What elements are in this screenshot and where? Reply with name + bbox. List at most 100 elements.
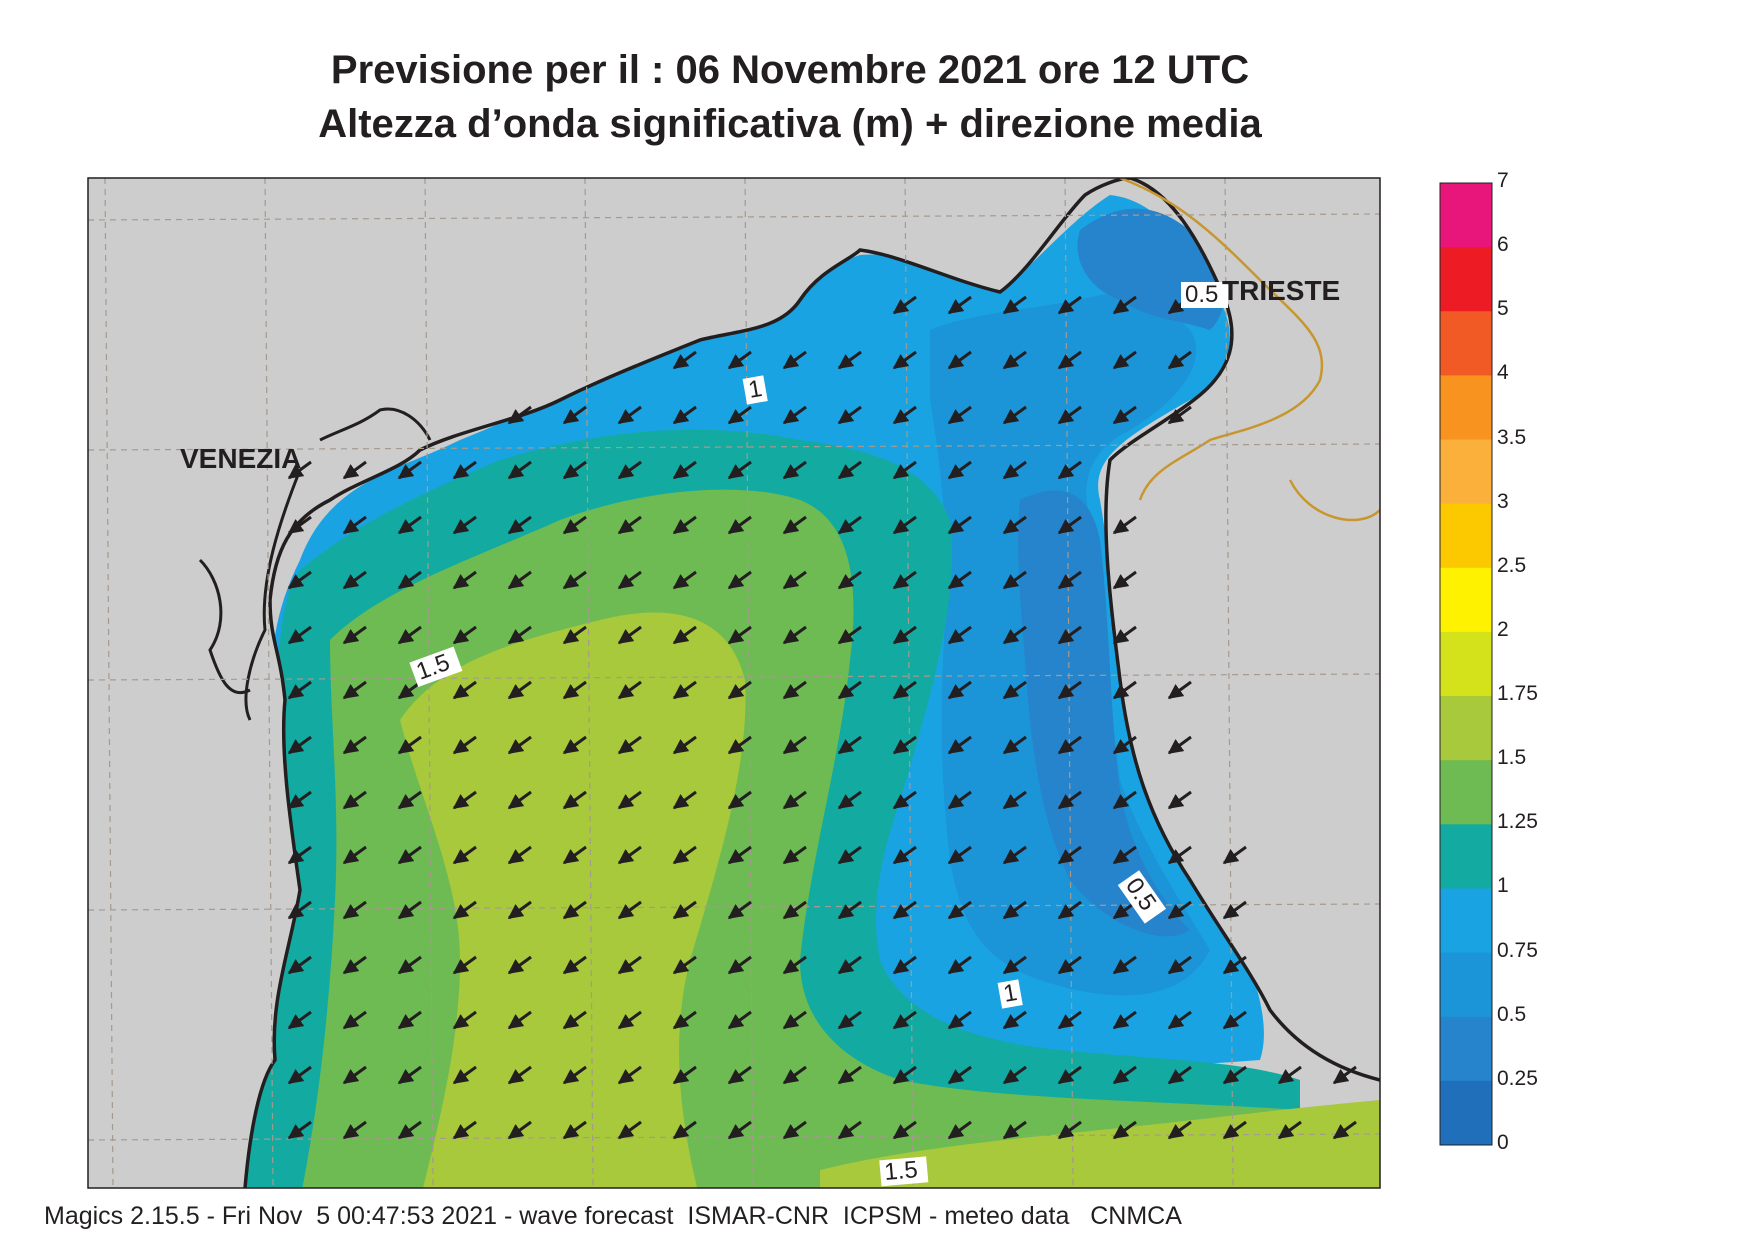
wave-arrow: [617, 515, 642, 535]
wave-arrow: [1002, 1065, 1027, 1085]
legend-tick-label: 7: [1497, 169, 1509, 192]
wave-arrow: [727, 405, 752, 425]
wave-arrow: [397, 900, 422, 920]
legend-swatch: [1440, 952, 1492, 1018]
wave-arrow: [727, 570, 752, 590]
wave-arrow: [1002, 350, 1027, 370]
wave-arrow: [342, 1120, 367, 1140]
wave-arrow: [452, 625, 477, 645]
legend-tick-label: 0.75: [1497, 938, 1538, 962]
wave-arrow: [397, 625, 422, 645]
wave-arrow: [1112, 735, 1137, 755]
wave-arrow: [1167, 955, 1192, 975]
legend-tick-label: 3.5: [1497, 425, 1527, 449]
wave-arrow: [1112, 570, 1137, 590]
land-north: [700, 178, 1130, 340]
city-label-venezia: VENEZIA: [180, 443, 301, 474]
wave-arrow: [837, 790, 862, 810]
wave-arrow: [727, 350, 752, 370]
wave-arrow: [672, 1065, 697, 1085]
wave-arrow: [1057, 1120, 1082, 1140]
wave-arrow: [397, 680, 422, 700]
footer-credit: Magics 2.15.5 - Fri Nov 5 00:47:53 2021 …: [44, 1202, 1182, 1230]
wave-arrow: [397, 845, 422, 865]
contour-label: 1.5: [879, 1156, 929, 1187]
wave-arrow: [397, 955, 422, 975]
wave-arrow: [507, 405, 532, 425]
wave-arrow: [507, 1010, 532, 1030]
wave-arrow: [1167, 1065, 1192, 1085]
legend-swatch: [1440, 183, 1492, 248]
wave-arrow: [672, 350, 697, 370]
chart-subtitle: Altezza d’onda significativa (m) + direz…: [318, 102, 1262, 146]
wave-arrow: [397, 460, 422, 480]
wave-arrow: [892, 900, 917, 920]
wave-arrow: [727, 1120, 752, 1140]
contour-label-text: 1.5: [883, 1156, 919, 1186]
wave-arrow: [507, 790, 532, 810]
wave-arrow: [1167, 680, 1192, 700]
wave-arrow: [1167, 790, 1192, 810]
wave-arrow: [892, 570, 917, 590]
wave-arrow: [617, 1010, 642, 1030]
wave-arrow: [782, 460, 807, 480]
legend-swatch: [1440, 760, 1492, 825]
wave-arrow: [342, 955, 367, 975]
wave-arrow: [672, 1010, 697, 1030]
wave-arrow: [397, 570, 422, 590]
wave-arrow: [672, 680, 697, 700]
wave-arrow: [782, 405, 807, 425]
wave-arrow: [342, 900, 367, 920]
wave-arrow: [562, 1065, 587, 1085]
wave-arrow: [1277, 1120, 1302, 1140]
wave-arrow: [947, 460, 972, 480]
wave-arrow: [1222, 955, 1247, 975]
wave-arrow: [892, 460, 917, 480]
wave-arrow: [892, 625, 917, 645]
legend-swatch: [1440, 567, 1492, 633]
wave-arrow: [727, 460, 752, 480]
wave-arrow: [1222, 900, 1247, 920]
wave-arrow: [507, 515, 532, 535]
wave-arrow: [562, 515, 587, 535]
wave-direction-arrows: [287, 295, 1357, 1140]
wave-arrow: [1112, 625, 1137, 645]
wave-arrow: [1167, 900, 1192, 920]
wave-arrow: [837, 405, 862, 425]
wave-arrow: [562, 735, 587, 755]
wave-arrow: [892, 405, 917, 425]
wave-arrow: [892, 845, 917, 865]
grid-meridian: [104, 178, 114, 1188]
wave-arrow: [1002, 515, 1027, 535]
grid-meridian: [584, 178, 594, 1188]
contour-label: 1: [997, 979, 1023, 1009]
legend-tick-label: 0.25: [1497, 1066, 1538, 1090]
wave-arrow: [892, 680, 917, 700]
wave-arrow: [782, 1010, 807, 1030]
wave-arrow: [782, 790, 807, 810]
wave-arrow: [1057, 1010, 1082, 1030]
wave-arrow: [562, 1120, 587, 1140]
wave-arrow: [507, 735, 532, 755]
contour-label-text: 1: [746, 375, 764, 404]
wave-arrow: [1057, 955, 1082, 975]
wave-arrow: [1057, 900, 1082, 920]
wave-arrow: [1002, 735, 1027, 755]
wave-arrow: [947, 900, 972, 920]
wave-arrow: [947, 405, 972, 425]
wave-arrow: [562, 900, 587, 920]
map-frame: [87, 177, 1381, 1189]
wave-arrow: [1057, 405, 1082, 425]
contour-label-text: 0.5: [1185, 281, 1218, 308]
wave-arrow: [1002, 570, 1027, 590]
wave-arrow: [782, 955, 807, 975]
wave-arrow: [672, 460, 697, 480]
wave-arrow: [782, 1120, 807, 1140]
legend-tick-label: 2: [1497, 617, 1509, 641]
wave-arrow: [837, 1065, 862, 1085]
wave-arrow: [1167, 405, 1192, 425]
wave-arrow: [1002, 845, 1027, 865]
wave-arrow: [782, 515, 807, 535]
wave-arrow: [672, 405, 697, 425]
wave-arrow: [947, 1120, 972, 1140]
